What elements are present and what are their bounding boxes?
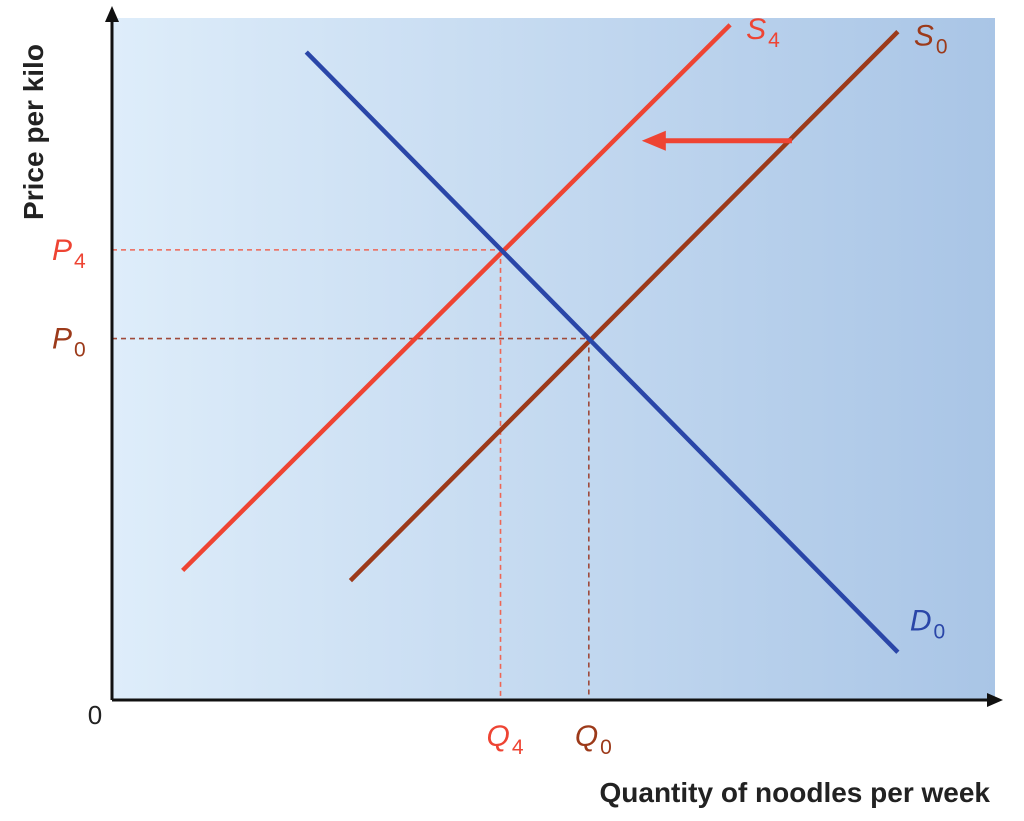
curve-label-s4: S4 — [746, 13, 780, 52]
curve-d0 — [304, 50, 900, 654]
curve-s4 — [181, 23, 732, 573]
plot-background — [112, 18, 995, 700]
curve-label-d0: D0 — [910, 604, 945, 643]
price-label-4: P4 — [52, 234, 86, 273]
y-axis-arrowhead — [105, 6, 119, 22]
price-label-0: P0 — [52, 323, 86, 362]
quantity-label-0: Q0 — [575, 720, 612, 759]
y-axis-title: Price per kilo — [18, 44, 49, 220]
x-axis-arrowhead — [987, 693, 1003, 707]
quantity-label-4: Q4 — [487, 720, 524, 759]
curve-label-s0: S0 — [914, 20, 948, 59]
supply-shift-arrowhead — [641, 130, 666, 151]
x-axis-title: Quantity of noodles per week — [599, 777, 990, 808]
origin-label: 0 — [88, 700, 102, 730]
curve-s0 — [348, 30, 900, 583]
